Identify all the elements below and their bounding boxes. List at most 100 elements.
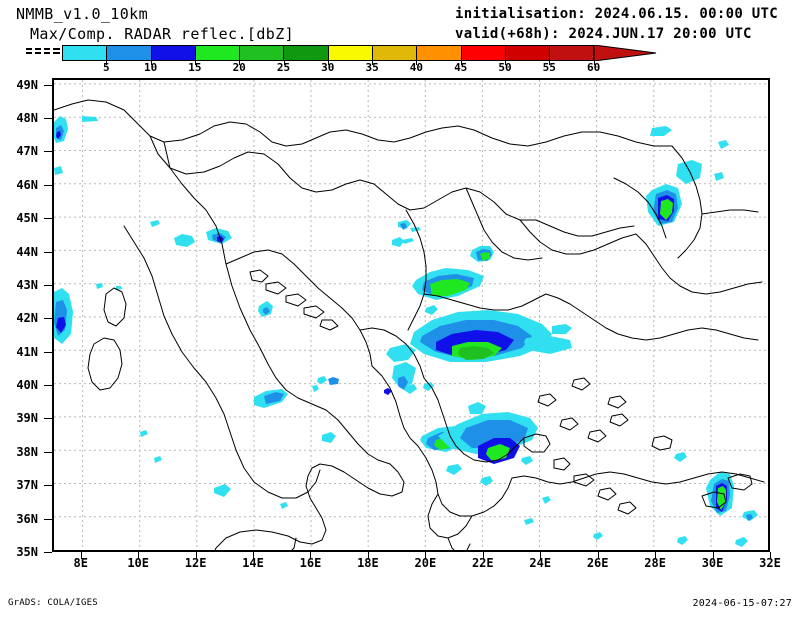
colorbar-segment-15 [150,45,195,61]
lat-tick-36N [44,518,52,520]
colorbar-tickmark-50 [505,61,506,65]
colorbar-segment-5 [62,45,107,61]
colorbar-tickmark-15 [194,61,196,65]
lon-label-28E: 28E [644,556,666,570]
lon-label-20E: 20E [414,556,437,570]
colorbar-tick-10: 10 [143,61,158,74]
lon-tick-16E [310,552,312,559]
lat-label-44N: 44N [16,244,38,259]
lon-label-10E: 10E [127,556,149,570]
lon-tick-12E [195,552,197,559]
lon-tick-22E [482,552,484,559]
map-plot-area [52,78,770,552]
lat-label-43N: 43N [16,277,38,292]
lon-label-30E: 30E [701,556,724,570]
colorbar-tick-20: 20 [232,61,246,74]
lon-tick-10E [138,552,140,559]
lon-tick-20E [425,552,427,559]
valid-time-label: valid(+68h): 2024.JUN.17 20:00 UTC [455,26,752,42]
colorbar-tick-60: 60 [586,61,601,74]
lat-label-39N: 39N [16,411,38,426]
initialisation-label: initialisation: 2024.06.15. 00:00 UTC [455,6,778,22]
colorbar-segment-30 [283,45,328,61]
lat-tick-46N [44,184,52,186]
lon-tick-8E [80,552,82,559]
lon-tick-24E [540,552,542,559]
lon-label-12E: 12E [184,556,207,570]
colorbar-tickmark-25 [283,61,285,65]
lon-tick-18E [367,552,369,559]
footer-timestamp: 2024-06-15-07:27 [692,598,792,609]
lon-tick-30E [712,552,714,559]
colorbar-tickmark-55 [549,61,551,65]
lat-label-48N: 48N [16,111,38,126]
colorbar-segment-10 [106,45,151,61]
lat-label-42N: 42N [16,311,38,326]
colorbar-tick-30: 30 [321,61,335,74]
colorbar-tick-40: 40 [409,61,424,74]
lon-label-8E: 8E [73,556,88,570]
colorbar-tick-25: 25 [276,61,291,74]
colorbar-segment-45 [416,45,461,61]
lon-label-14E: 14E [242,556,264,570]
colorbar-tick-45: 45 [454,61,468,74]
lat-tick-37N [44,485,52,487]
colorbar-tickmark-20 [239,61,241,65]
map-canvas [54,80,768,550]
lat-label-46N: 46N [16,177,38,192]
lat-label-49N: 49N [16,77,38,92]
lat-label-35N: 35N [16,545,38,559]
lon-label-18E: 18E [357,556,379,570]
colorbar-tick-35: 35 [365,61,379,74]
colorbar-segment-35 [327,45,373,61]
colorbar-segment-60 [549,45,594,61]
colorbar-tick-50: 50 [498,61,512,74]
lat-tick-44N [44,251,52,253]
lon-label-26E: 26E [586,556,609,570]
lon-tick-32E [770,552,771,559]
colorbar-overflow-arrow [594,45,657,61]
lat-tick-42N [44,318,52,320]
lat-label-36N: 36N [16,511,38,526]
lat-tick-35N [44,552,52,553]
colorbar-tickmark-10 [150,61,152,65]
colorbar-segment-25 [239,45,284,61]
colorbar [62,45,594,61]
colorbar-underflow-dashes [26,47,60,59]
lon-label-24E: 24E [529,556,552,570]
colorbar-tickmark-30 [327,61,329,65]
colorbar-tickmark-60 [593,61,595,65]
lat-tick-41N [44,351,52,353]
colorbar-tickmark-5 [106,61,108,65]
lat-label-38N: 38N [16,444,38,459]
footer-source: GrADS: COLA/IGES [8,598,98,608]
colorbar-segment-40 [372,45,417,61]
colorbar-segment-20 [194,45,240,61]
colorbar-tick-55: 55 [542,61,556,74]
lon-label-32E: 32E [759,556,781,570]
radar-echo-layer [54,116,758,547]
lat-tick-47N [44,151,52,153]
colorbar-tickmark-40 [416,61,418,65]
coastline-layer [54,99,765,550]
lat-tick-48N [44,118,52,120]
lon-tick-26E [597,552,599,559]
colorbar-tick-5: 5 [102,61,110,74]
colorbar-segment-55 [504,45,550,61]
lon-label-16E: 16E [299,556,322,570]
model-title: NMMB_v1.0_10km [16,5,149,23]
lon-tick-14E [253,552,255,559]
latitude-axis: 35N 36N 37N 38N 39N 40N 41N 42N 43N 44N 45N 46N 47N 4… [0,0,52,618]
lat-label-47N: 47N [16,144,38,159]
colorbar-segment-50 [460,45,505,61]
grid-lines [54,80,768,550]
lat-label-40N: 40N [16,378,38,393]
lat-tick-49N [44,84,52,86]
colorbar-tickmark-35 [372,61,374,65]
lat-tick-45N [44,218,52,220]
field-title: Max/Comp. RADAR reflec.[dbZ] [30,25,295,43]
lat-label-37N: 37N [16,478,38,493]
lat-label-41N: 41N [16,344,38,359]
lon-tick-28E [655,552,657,559]
